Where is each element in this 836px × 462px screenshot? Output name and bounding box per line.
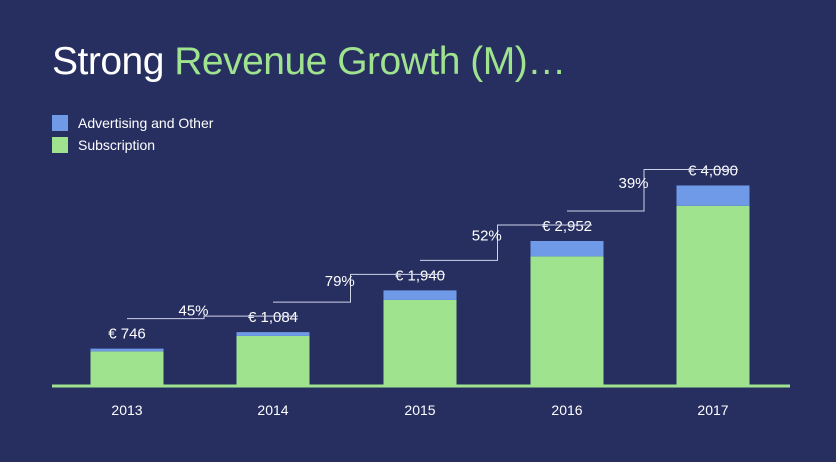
total-label-2015: € 1,940 [395, 267, 445, 284]
growth-connector-4 [567, 168, 738, 212]
growth-connector-3 [420, 224, 592, 261]
legend-item-advertising: Advertising and Other [52, 112, 213, 134]
x-tick-label-2017: 2017 [697, 402, 728, 418]
title-accent: Revenue Growth (M)… [174, 40, 566, 83]
growth-label-4: 39% [618, 175, 648, 192]
total-label-2013: € 746 [108, 326, 146, 343]
bar-advertising-2016 [530, 241, 604, 257]
legend-swatch-advertising [52, 115, 68, 131]
legend-label-subscription: Subscription [78, 137, 156, 153]
legend-swatch-subscription [52, 137, 68, 153]
bar-subscription-2013 [90, 351, 164, 385]
legend-item-subscription: Subscription [52, 134, 213, 156]
growth-label-2: 79% [325, 273, 355, 290]
slide-title: Strong Revenue Growth (M)… [52, 36, 566, 88]
legend-label-advertising: Advertising and Other [78, 115, 214, 131]
x-tick-label-2013: 2013 [111, 402, 142, 418]
bar-subscription-2016 [530, 256, 604, 385]
bar-subscription-2015 [383, 299, 457, 385]
total-label-2016: € 2,952 [542, 218, 592, 235]
bar-advertising-2013 [90, 348, 164, 352]
x-tick-label-2016: 2016 [551, 402, 582, 418]
growth-connector-2 [273, 273, 445, 303]
x-tick-label-2014: 2014 [257, 402, 288, 418]
growth-label-3: 52% [472, 228, 502, 245]
bar-advertising-2014 [236, 332, 310, 336]
total-label-2014: € 1,084 [248, 309, 298, 326]
growth-connector-1 [127, 315, 298, 320]
title-lead: Strong [52, 40, 164, 83]
growth-label-1: 45% [178, 302, 208, 319]
x-tick-label-2015: 2015 [404, 402, 435, 418]
bar-subscription-2014 [236, 335, 310, 385]
legend: Advertising and Other Subscription [52, 112, 213, 156]
bar-advertising-2015 [383, 290, 457, 300]
bar-subscription-2017 [676, 205, 750, 385]
total-label-2017: € 4,090 [688, 162, 738, 179]
bar-advertising-2017 [676, 185, 750, 206]
